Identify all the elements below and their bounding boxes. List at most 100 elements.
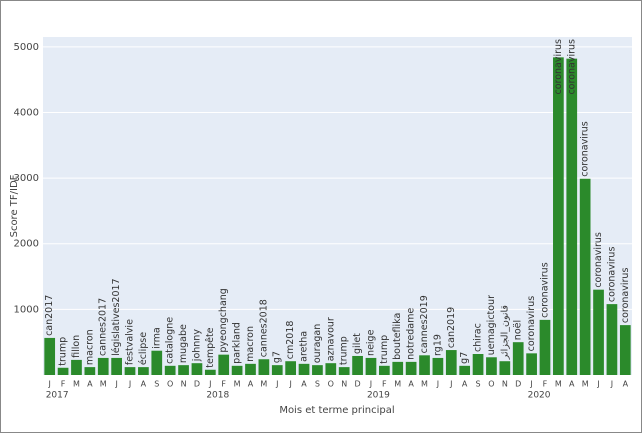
- bar: [57, 367, 69, 375]
- x-tick-label: M: [100, 380, 107, 389]
- bar: [111, 357, 122, 375]
- bar-term-label: g7: [459, 352, 470, 364]
- x-year-label: 2018: [206, 391, 229, 401]
- bar: [579, 178, 591, 375]
- x-tick-label: M: [421, 380, 428, 389]
- bar-term-label: pyeongchang: [218, 288, 229, 352]
- bar: [191, 363, 203, 375]
- bar-term-label: aznavour: [325, 317, 336, 361]
- bar: [151, 350, 163, 375]
- x-tick-label: J: [436, 380, 439, 389]
- bar: [164, 365, 176, 375]
- bar-term-label: macron: [84, 329, 95, 365]
- x-tick-label: A: [569, 380, 575, 389]
- plot-background: [43, 37, 632, 375]
- x-tick-label: A: [301, 380, 307, 389]
- bar: [352, 355, 363, 375]
- bar: [486, 357, 497, 375]
- bar: [124, 367, 136, 375]
- bar: [204, 369, 216, 375]
- x-tick-label: M: [234, 380, 241, 389]
- bar: [84, 367, 96, 375]
- x-tick-label: J: [128, 380, 131, 389]
- bar-term-label: neige: [365, 329, 376, 356]
- bar: [231, 365, 243, 375]
- bar-term-label: coronavirus: [526, 296, 537, 352]
- x-tick-label: D: [354, 380, 360, 389]
- bar-term-label: cannes2019: [419, 295, 430, 353]
- y-tick-label: 2000: [14, 239, 39, 250]
- bar: [218, 354, 230, 375]
- bar-term-label: catalogne: [165, 317, 176, 364]
- bar: [285, 361, 297, 375]
- bar: [499, 361, 511, 375]
- y-tick-label: 1000: [14, 304, 39, 315]
- bar: [138, 367, 149, 375]
- bar: [432, 357, 444, 375]
- x-tick-label: S: [315, 380, 320, 389]
- bar: [566, 58, 578, 375]
- bar: [245, 363, 256, 375]
- y-axis-title: Score TF/IDF: [9, 174, 20, 237]
- x-tick-label: A: [462, 380, 468, 389]
- bar: [365, 357, 377, 375]
- bar-term-label: coronavirus: [620, 268, 631, 324]
- x-tick-label: J: [48, 380, 51, 389]
- x-tick-label: D: [515, 380, 521, 389]
- bar-term-label: trump: [58, 337, 69, 366]
- bar-term-label: uemagictour: [486, 295, 497, 355]
- bar: [338, 367, 350, 375]
- bar: [459, 365, 471, 375]
- x-tick-label: J: [449, 380, 452, 389]
- bar-term-label: can2019: [446, 307, 457, 348]
- y-tick-label: 4000: [14, 107, 39, 118]
- bar: [553, 57, 564, 375]
- x-tick-label: M: [394, 380, 401, 389]
- bar: [178, 365, 189, 375]
- bar-term-label: coronavirus: [593, 232, 604, 288]
- x-tick-label: O: [328, 380, 334, 389]
- x-year-label: 2017: [46, 391, 69, 401]
- x-tick-label: J: [369, 380, 372, 389]
- x-tick-label: F: [221, 380, 226, 389]
- bar-term-label: gilet: [352, 333, 363, 354]
- bar-term-label: cannes2018: [258, 299, 269, 357]
- bar-term-label: cm2018: [285, 321, 296, 360]
- bar-term-label: législatives2017: [111, 278, 122, 356]
- x-axis-title: Mois et terme principal: [279, 405, 394, 416]
- bar: [593, 289, 604, 375]
- x-tick-label: S: [476, 380, 481, 389]
- x-tick-label: N: [502, 380, 508, 389]
- bar-term-label: coronavirus: [553, 39, 564, 95]
- bar-term-label: fillon: [71, 335, 82, 358]
- x-tick-label: M: [73, 380, 80, 389]
- x-tick-label: N: [181, 380, 187, 389]
- x-tick-label: A: [141, 380, 147, 389]
- bar: [258, 359, 270, 375]
- x-tick-label: O: [167, 380, 173, 389]
- x-year-label: 2019: [367, 391, 390, 401]
- bar-term-label: bouteflika: [392, 313, 403, 360]
- x-tick-label: A: [87, 380, 93, 389]
- bar: [71, 359, 82, 375]
- bar-term-label: rg19: [432, 334, 443, 356]
- x-tick-label: M: [555, 380, 562, 389]
- bar-term-label: coronavirus: [580, 121, 591, 177]
- bar-term-label: coronavirus: [606, 247, 617, 303]
- bar-term-label: aretha: [299, 331, 310, 362]
- bar: [271, 365, 283, 375]
- bar-term-label: parkland: [232, 322, 243, 364]
- bar: [298, 363, 310, 375]
- bar-term-label: mugabe: [178, 324, 189, 363]
- bar: [325, 363, 337, 375]
- bar-term-label: éclipse: [138, 332, 149, 365]
- bar: [97, 357, 109, 375]
- y-tick-label: 3000: [14, 173, 39, 184]
- bar: [405, 361, 417, 375]
- bar-term-label: trump: [379, 335, 390, 364]
- x-tick-label: F: [382, 380, 387, 389]
- x-tick-label: N: [341, 380, 347, 389]
- bar: [472, 353, 484, 375]
- x-tick-label: J: [288, 380, 291, 389]
